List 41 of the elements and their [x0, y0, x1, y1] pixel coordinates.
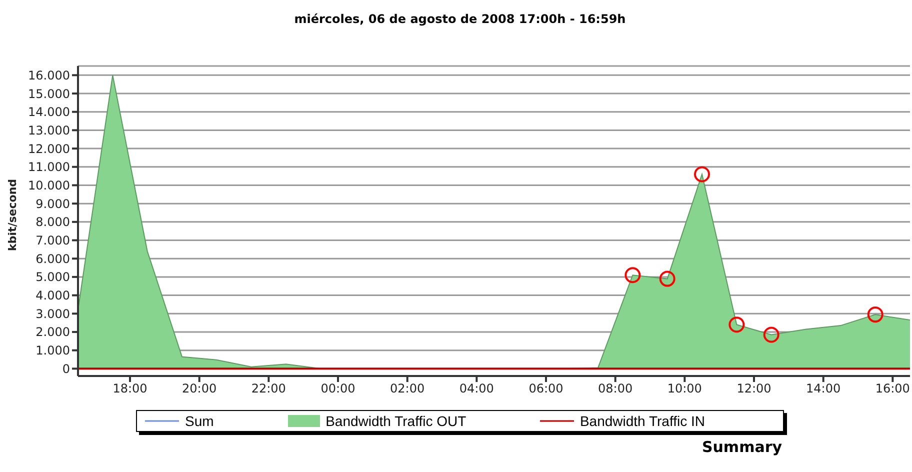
x-tick-label: 22:00 — [251, 382, 286, 396]
x-tick-label: 18:00 — [112, 382, 148, 396]
point — [763, 326, 780, 343]
y-tick-label: 15.000 — [28, 86, 70, 101]
y-tick-label: 7.000 — [36, 234, 70, 248]
y-tick-label: 16.000 — [28, 68, 70, 82]
point — [694, 166, 710, 182]
y-tick-label: 8.000 — [36, 215, 70, 230]
text: Summary — [700, 438, 783, 456]
y-axis-title: kbit/second — [6, 178, 19, 251]
y-tick-label: 6.000 — [36, 252, 70, 266]
x-tick-label: 12:00 — [736, 382, 772, 396]
y-tick-label: 9.000 — [36, 196, 70, 211]
y-tick-label: 4.000 — [36, 288, 70, 303]
y-tick-label: 0 — [62, 362, 70, 376]
point — [659, 270, 676, 287]
y-tick-label: 5.000 — [36, 270, 70, 284]
legend-label: Bandwidth Traffic IN — [580, 413, 705, 429]
y-tick-label: 13.000 — [28, 123, 70, 138]
x-tick-label: 10:00 — [667, 382, 702, 396]
x-tick-label: 04:00 — [459, 382, 494, 396]
x-tick-label: 00:00 — [320, 382, 356, 396]
x-tick-label: 14:00 — [806, 382, 841, 396]
x-tick-label: 02:00 — [390, 382, 425, 396]
x-tick-label: 16:00 — [875, 382, 910, 396]
legend-label: Bandwidth Traffic OUT — [326, 413, 466, 429]
point — [728, 316, 745, 333]
y-tick-label: 1.000 — [36, 344, 70, 358]
x-tick-label: 08:00 — [598, 382, 633, 396]
y-tick-label: 2.000 — [36, 325, 70, 340]
y-tick-label: 11.000 — [28, 160, 70, 174]
x-tick-label: 06:00 — [528, 382, 564, 396]
y-tick-label: 10.000 — [28, 178, 70, 192]
y-tick-label: 3.000 — [36, 306, 70, 321]
point — [867, 306, 884, 323]
y-tick-label: 12.000 — [28, 142, 70, 156]
y-tick-label: 14.000 — [28, 105, 70, 120]
chart-title: miércoles, 06 de agosto de 2008 17:00h - 16:59h — [293, 11, 627, 28]
legend-label: Sum — [185, 413, 214, 429]
point — [624, 267, 641, 284]
x-tick-label: 20:00 — [182, 382, 217, 396]
